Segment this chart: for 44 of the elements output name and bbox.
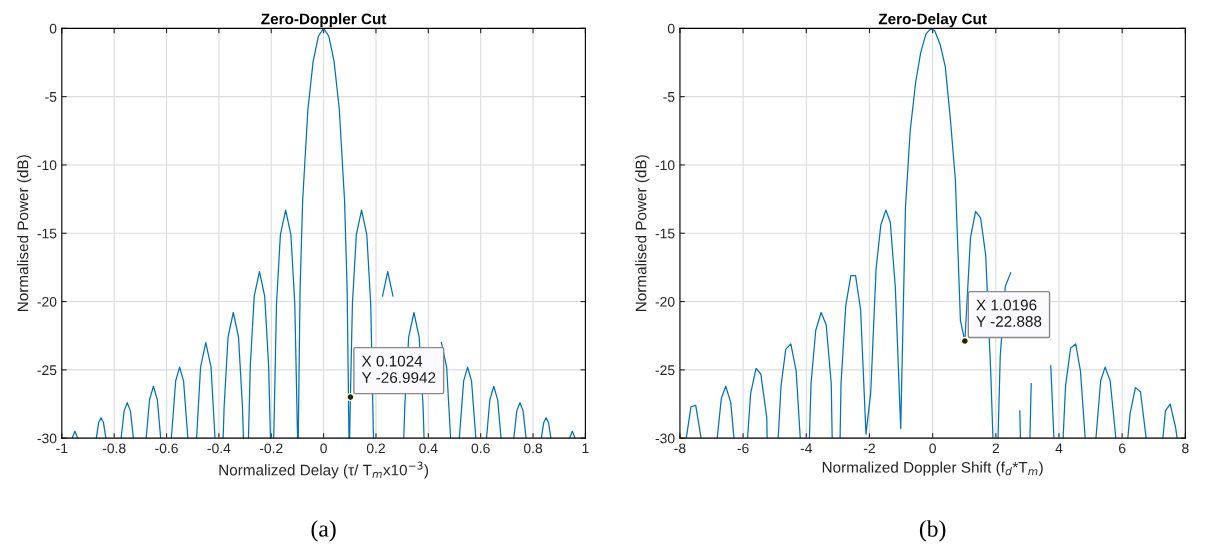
x-tick-label: 4 [1055,443,1063,454]
y-axis-title: Normalised Power (dB) [17,155,32,311]
y-tick-label: -25 [37,365,57,376]
x-tick-label: -6 [737,443,749,454]
x-tick-label: -4 [800,443,813,454]
text: (b) [919,520,946,542]
x-axis-title: Normalized Delay (τ/ T$_{m}$x10$^{−3}$) [219,461,429,479]
x-tick-label: -2 [863,443,875,454]
y-tick-label: -10 [655,160,675,171]
y-tick-label: -15 [655,228,675,239]
x-tick-label: 1 [582,443,589,454]
x-tick-label: 0.6 [471,443,490,454]
x-tick-label: 8 [1182,443,1189,454]
x-tick-label: -8 [674,443,686,454]
x-tick-label: -0.8 [102,443,126,454]
x-tick-label: 6 [1119,443,1126,454]
y-tick-label: 0 [667,23,675,34]
annotation: X 1.0196 Y -22.888 [976,299,1042,327]
x-tick-label: 0.4 [419,443,438,454]
x-tick-label: -0.4 [207,443,231,454]
annotation: X 0.1024 Y -26.9942 [361,355,436,383]
x-tick-label: -1 [56,443,68,454]
y-tick-label: -30 [655,433,675,444]
x-tick-label: -0.2 [259,443,283,454]
y-tick-label: -15 [37,228,57,239]
x-tick-label: -0.6 [155,443,178,454]
x-tick-label: 0.2 [366,443,385,454]
y-tick-label: -20 [37,296,57,307]
y-axis-title: Normalised Power (dB) [635,155,650,311]
x-tick-label: 0 [320,443,327,454]
y-tick-label: -25 [655,365,675,376]
chart-title: Zero-Delay Cut [878,13,987,28]
x-tick-label: 0 [929,443,936,454]
x-tick-label: 0.8 [523,443,543,454]
y-tick-label: -30 [37,433,57,444]
y-tick-label: 0 [49,23,57,34]
y-tick-label: -10 [37,160,57,171]
y-tick-label: -20 [655,296,675,307]
x-tick-label: 2 [992,443,999,454]
chart-title: Zero-Doppler Cut [261,13,387,28]
y-tick-label: -5 [45,92,57,102]
text: (a) [311,520,336,542]
y-tick-label: -5 [663,92,675,102]
x-axis-title: Normalized Doppler Shift (f$_{d}$*T$_{m}$) [822,461,1043,476]
